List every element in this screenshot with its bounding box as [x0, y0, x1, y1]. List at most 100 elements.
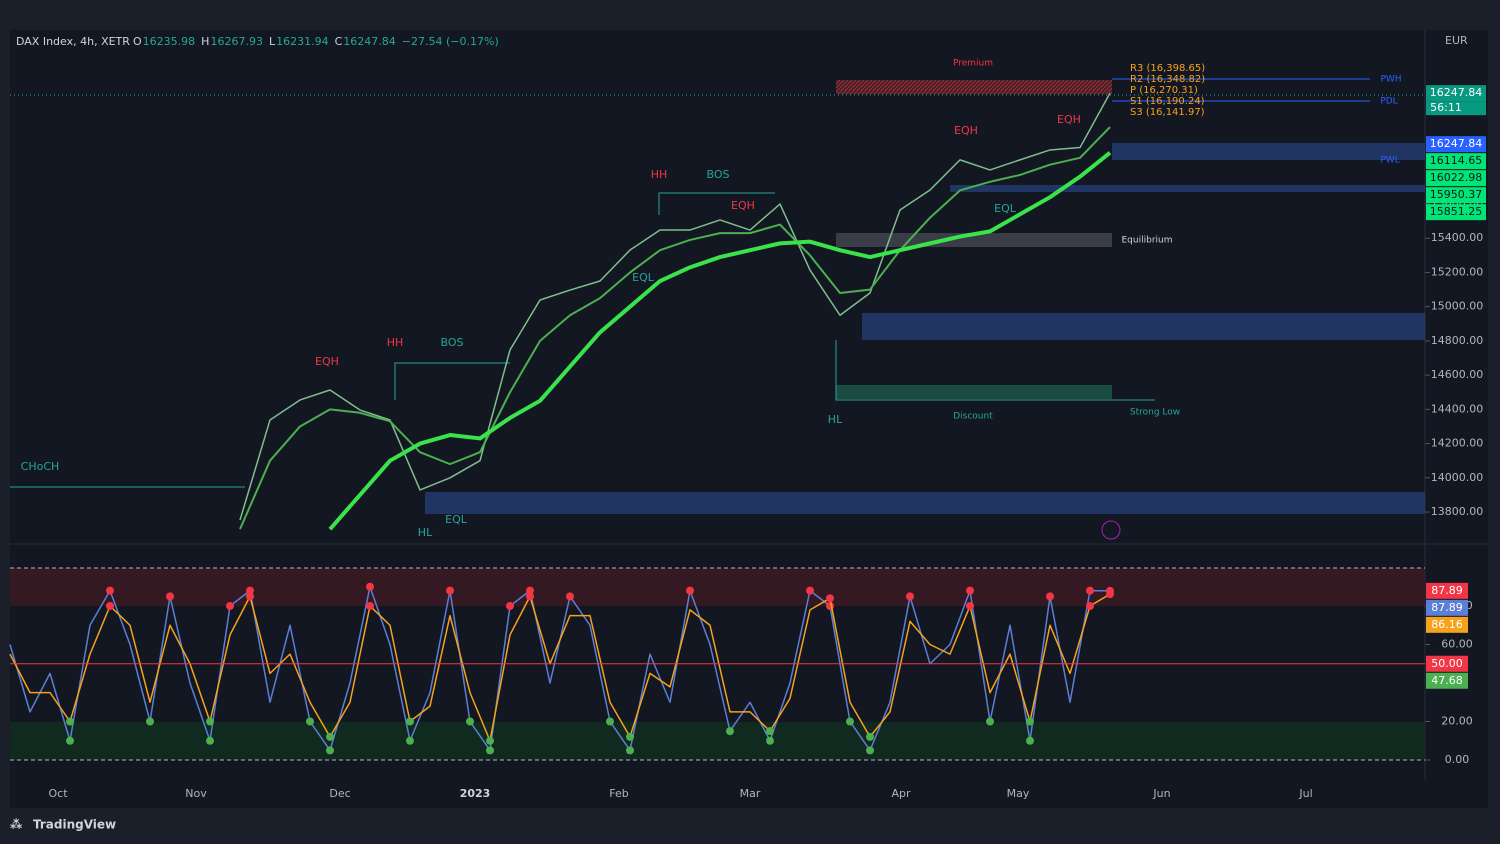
order-block [862, 313, 1425, 340]
countdown-bg [1426, 101, 1486, 116]
extreme-dot [846, 717, 854, 726]
price-label: 16247.84 [1430, 137, 1483, 150]
annotation: PWH [1380, 75, 1401, 85]
extreme-dot [206, 736, 214, 745]
extreme-dot [446, 586, 454, 595]
annotation: CHoCH [21, 460, 60, 473]
ohlc-key: C [335, 35, 343, 48]
annotation: Strong Low [1130, 408, 1180, 418]
annotation: HL [418, 526, 433, 539]
extreme-dot [626, 732, 634, 741]
ohlc-key: H [201, 35, 209, 48]
currency: EUR [1445, 34, 1468, 47]
oversold-band [10, 722, 1425, 760]
value-label: 86.16 [1431, 618, 1463, 631]
price-label: 16022.98 [1430, 171, 1483, 184]
price-label: 16247.84 [1430, 86, 1483, 99]
series-line [9, 593, 1111, 742]
extreme-dot [486, 736, 494, 745]
extreme-dot [486, 746, 494, 755]
extreme-dot [406, 717, 414, 726]
overbought-band [10, 568, 1425, 606]
premium-zone [836, 80, 1112, 94]
y-tick-label: 14200.00 [1431, 437, 1484, 450]
symbol: DAX Index, 4h, XETR [16, 35, 130, 48]
ohlc-value: 16235.98 [143, 35, 196, 48]
extreme-dot [866, 732, 874, 741]
y-tick-label: 14400.00 [1431, 402, 1484, 415]
series-line [328, 151, 1112, 531]
pivot-label: R3 (16,398.65) [1130, 63, 1205, 74]
extreme-dot [1026, 717, 1034, 726]
bos-line [394, 362, 510, 400]
pivot-label: S1 (16,190.24) [1130, 96, 1205, 107]
annotation: Equilibrium [1122, 236, 1173, 246]
annotation: BOS [441, 336, 464, 349]
value-label-bg [1426, 655, 1468, 672]
pivot-label: P (16,270.31) [1130, 85, 1198, 96]
extreme-dot [146, 717, 154, 726]
extreme-dot [366, 602, 374, 611]
annotation: EQH [315, 355, 339, 368]
extreme-dot [906, 592, 914, 601]
extreme-dot [806, 586, 814, 595]
value-label-bg [1426, 599, 1468, 616]
y-tick-label: 60.00 [1441, 638, 1473, 651]
extreme-dot [66, 736, 74, 745]
order-block [1112, 143, 1425, 160]
y-tick-label: 14800.00 [1431, 334, 1484, 347]
discount-zone [836, 385, 1112, 399]
x-tick-label: 2023 [460, 787, 491, 800]
y-tick-label: 0.00 [1445, 753, 1470, 766]
extreme-dot [626, 746, 634, 755]
annotation: HL [828, 413, 843, 426]
annotation: PWL [1380, 156, 1399, 166]
extreme-dot [226, 602, 234, 611]
y-tick-label: 14000.00 [1431, 471, 1484, 484]
annotation: Discount [953, 412, 993, 422]
extreme-dot [66, 717, 74, 726]
x-tick-label: May [1007, 787, 1030, 800]
extreme-dot [566, 592, 574, 601]
extreme-dot [106, 586, 114, 595]
x-tick-label: Mar [740, 787, 761, 800]
y-tick-label: 13800.00 [1431, 505, 1484, 518]
value-label: 50.00 [1431, 657, 1463, 670]
x-tick-label: Oct [48, 787, 68, 800]
alert-icon[interactable] [1101, 520, 1121, 540]
y-tick-label: 15200.00 [1431, 265, 1484, 278]
strong-low-line [835, 340, 1155, 401]
ohlc-key: L [269, 35, 276, 48]
annotation: EQL [445, 513, 468, 526]
extreme-dot [1086, 586, 1094, 595]
extreme-dot [326, 746, 334, 755]
annotation: HH [651, 168, 668, 181]
annotation: EQL [994, 202, 1017, 215]
extreme-dot [766, 727, 774, 736]
extreme-dot [986, 717, 994, 726]
brand: TradingView [33, 818, 116, 832]
pivot-label: S3 (16,141.97) [1130, 107, 1205, 118]
ohlc-value: 16247.84 [343, 35, 396, 48]
extreme-dot [1026, 736, 1034, 745]
annotation: EQH [1057, 113, 1081, 126]
extreme-dot [466, 717, 474, 726]
extreme-dot [606, 717, 614, 726]
extreme-dot [406, 736, 414, 745]
extreme-dot [766, 736, 774, 745]
ohlc-value: 16267.93 [210, 35, 263, 48]
extreme-dot [246, 586, 254, 595]
x-tick-label: Feb [609, 787, 628, 800]
y-tick-label: 14600.00 [1431, 368, 1484, 381]
ohlc-key: O [133, 35, 142, 48]
y-tick-label: 15400.00 [1431, 231, 1484, 244]
value-label: 87.89 [1431, 601, 1463, 614]
extreme-dot [306, 717, 314, 726]
price-label-bg [1426, 85, 1486, 102]
x-tick-label: Jun [1152, 787, 1170, 800]
pivot-label: R2 (16,348.82) [1130, 74, 1205, 85]
value-label-bg [1426, 616, 1468, 633]
annotation: EQH [954, 124, 978, 137]
annotation: PDL [1380, 97, 1397, 107]
